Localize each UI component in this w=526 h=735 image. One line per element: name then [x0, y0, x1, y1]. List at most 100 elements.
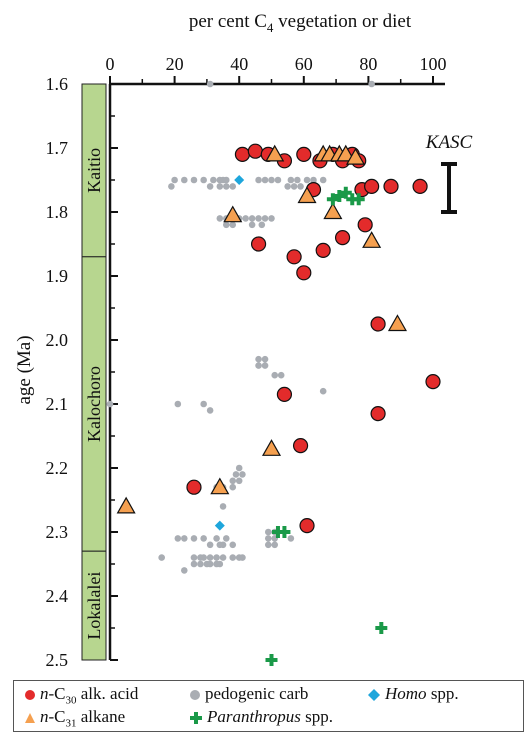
- paranthropus-point: [375, 622, 388, 634]
- legend-item-paranthropus: Paranthropus spp.: [189, 707, 333, 727]
- legend-item-homo: Homo spp.: [367, 684, 459, 704]
- x-tick-label: 60: [295, 54, 313, 74]
- legend-cross-marker: [190, 712, 202, 725]
- pedogenic-carb-point: [200, 554, 207, 561]
- pedogenic-carb-point: [200, 400, 207, 408]
- legend-dot-marker: [190, 690, 200, 701]
- pedogenic-carb-point: [261, 176, 269, 184]
- pedogenic-carb-point: [106, 400, 114, 408]
- pedogenic-carb-point: [206, 80, 214, 88]
- pedogenic-carb-point: [319, 387, 327, 395]
- pedogenic-carb-point: [190, 535, 198, 542]
- member-label: Kaitio: [84, 148, 104, 193]
- paranthropus-point: [326, 193, 339, 206]
- alkane-point: [362, 231, 382, 248]
- pedogenic-carb-point: [180, 535, 188, 542]
- x-tick-label: 0: [106, 54, 115, 74]
- pedogenic-carb-point: [222, 221, 230, 229]
- pedogenic-carb-point: [216, 215, 224, 222]
- scatter-chart: Kaitio Kalochoro Lokalalei 0 20 40 60 80 100 per …: [14, 11, 473, 670]
- pedogenic-carb-point: [261, 355, 269, 363]
- alk-acid-point: [247, 143, 263, 159]
- alk-acid-point: [250, 236, 267, 252]
- alk-acid-point: [425, 374, 441, 390]
- alk-acid-point: [186, 479, 202, 495]
- member-label: Lokalalei: [84, 572, 104, 640]
- pedogenic-carb-point: [216, 183, 224, 190]
- pedogenic-carb-point: [264, 535, 272, 542]
- pedogenic-carb-point: [290, 183, 298, 190]
- homo-point: [234, 175, 245, 185]
- pedogenic-carb-point: [180, 567, 188, 574]
- y-tick-label: 1.7: [46, 138, 69, 158]
- homo-point: [214, 520, 225, 531]
- pedogenic-carb-point: [171, 176, 178, 184]
- y-tick-label: 1.9: [46, 266, 69, 286]
- pedogenic-carb-point: [219, 541, 227, 549]
- legend-diamond-marker: [368, 689, 380, 702]
- pedogenic-carb-point: [174, 535, 182, 542]
- paranthropus-point: [278, 526, 291, 538]
- pedogenic-carb-point: [222, 183, 230, 190]
- pedogenic-carb-point: [206, 560, 214, 568]
- pedogenic-carb-point: [229, 477, 237, 485]
- pedogenic-carb-point: [297, 183, 304, 190]
- alkane-point: [297, 186, 317, 204]
- alk-acid-point: [296, 146, 312, 162]
- alkane-point: [336, 144, 356, 162]
- paranthropus-point: [333, 190, 346, 202]
- member-bar-kaitio: [81, 83, 107, 258]
- pedogenic-carb-point: [229, 554, 237, 561]
- y-tick-label: 2.3: [46, 522, 69, 542]
- paranthropus-point: [352, 193, 365, 206]
- y-tick-label: 2.5: [46, 650, 69, 670]
- legend-item-pedogenic: pedogenic carb: [189, 684, 308, 704]
- pedogenic-carb-point: [200, 535, 207, 542]
- x-axis-label: per cent C4 vegetation or diet: [189, 11, 412, 35]
- kasc-label: KASC: [425, 132, 473, 153]
- pedogenic-carb-point: [213, 535, 220, 542]
- pedogenic-carb-point: [310, 176, 317, 184]
- pedogenic-carb-point: [206, 554, 214, 561]
- alk-acid-point: [292, 438, 309, 454]
- alkane-point: [223, 205, 243, 223]
- pedogenic-carb-point: [210, 176, 217, 184]
- y-tick-label: 2.0: [46, 330, 69, 350]
- alkane-point: [323, 202, 343, 220]
- pedogenic-carb-point: [287, 535, 295, 542]
- pedogenic-carb-point: [261, 362, 269, 369]
- pedogenic-carb-point: [158, 554, 165, 561]
- y-tick-label: 2.1: [46, 394, 69, 414]
- y-axis-label: age (Ma): [14, 335, 35, 404]
- pedogenic-carb-point: [261, 215, 269, 222]
- pedogenic-carb-point: [303, 176, 311, 184]
- paranthropus-point: [271, 526, 284, 538]
- alkane-point: [345, 147, 366, 165]
- legend-circle-marker: [25, 690, 35, 701]
- pedogenic-carb-point: [319, 176, 327, 184]
- x-tick-label: 100: [420, 54, 447, 74]
- pedogenic-carb-point: [239, 554, 246, 561]
- y-tick-label: 1.6: [46, 74, 69, 94]
- pedogenic-carb-point: [222, 535, 230, 542]
- pedogenic-carb-point: [268, 176, 275, 184]
- pedogenic-carb-point: [255, 215, 262, 222]
- pedogenic-carb-point: [190, 176, 198, 184]
- member-bar-kalochoro: [81, 256, 107, 552]
- pedogenic-carb-point: [229, 183, 237, 190]
- alkane-point: [265, 144, 285, 162]
- pedogenic-carb-point: [255, 355, 262, 363]
- alk-acid-point: [296, 265, 312, 281]
- member-label: Kalochoro: [84, 366, 104, 442]
- x-tick-label: 40: [230, 54, 248, 74]
- pedogenic-carb-point: [284, 183, 291, 190]
- alk-acid-point: [286, 249, 302, 265]
- pedogenic-carb-point: [248, 221, 256, 229]
- pedogenic-carb-point: [248, 215, 256, 222]
- alk-acid-point: [315, 242, 331, 258]
- alk-acid-point: [234, 146, 251, 162]
- pedogenic-carb-point: [190, 554, 198, 561]
- legend-item-alk-acid: n-C30 alk. acid: [24, 684, 138, 706]
- paranthropus-point: [265, 654, 278, 666]
- y-tick-label: 2.2: [46, 458, 69, 478]
